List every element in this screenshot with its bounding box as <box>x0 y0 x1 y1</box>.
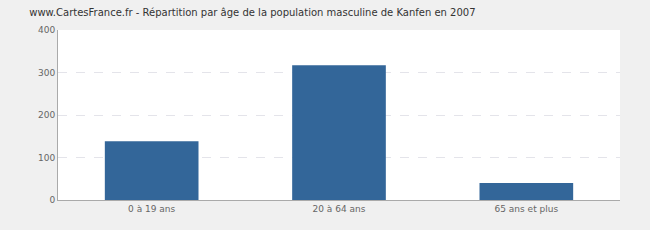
svg-text:300: 300 <box>38 68 55 78</box>
svg-text:100: 100 <box>38 153 55 163</box>
svg-text:www.CartesFrance.fr - Répartit: www.CartesFrance.fr - Répartition par âg… <box>29 7 475 18</box>
svg-text:0: 0 <box>49 195 55 205</box>
svg-text:0 à 19 ans: 0 à 19 ans <box>128 204 175 214</box>
svg-text:200: 200 <box>38 110 55 120</box>
svg-text:65 ans et plus: 65 ans et plus <box>495 204 559 214</box>
svg-text:400: 400 <box>38 25 55 35</box>
svg-text:20 à 64 ans: 20 à 64 ans <box>313 204 366 214</box>
